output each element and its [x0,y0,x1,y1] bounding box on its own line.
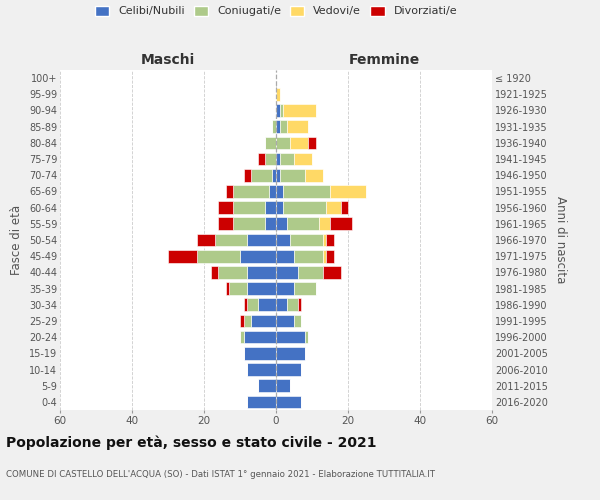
Bar [330,218,352,230]
Bar [233,202,265,214]
Bar [276,169,280,181]
Bar [211,266,218,278]
Bar [276,152,280,166]
Bar [276,120,280,133]
Bar [276,202,283,214]
Bar [283,185,330,198]
Bar [283,202,326,214]
Bar [272,120,276,133]
Bar [218,202,233,214]
Bar [276,88,280,101]
Bar [244,298,247,311]
Bar [290,234,323,246]
Bar [265,218,276,230]
Bar [330,185,366,198]
Bar [276,363,301,376]
Text: COMUNE DI CASTELLO DELL'ACQUA (SO) - Dati ISTAT 1° gennaio 2021 - Elaborazione T: COMUNE DI CASTELLO DELL'ACQUA (SO) - Dat… [6,470,435,479]
Bar [258,298,276,311]
Bar [305,169,323,181]
Bar [276,185,283,198]
Bar [272,169,276,181]
Bar [240,331,244,344]
Bar [280,120,287,133]
Bar [226,282,229,295]
Legend: Celibi/Nubili, Coniugati/e, Vedovi/e, Divorziati/e: Celibi/Nubili, Coniugati/e, Vedovi/e, Di… [95,6,457,16]
Bar [280,104,283,117]
Bar [244,331,276,344]
Bar [247,234,276,246]
Bar [280,169,305,181]
Bar [276,266,298,278]
Bar [276,218,287,230]
Bar [229,282,247,295]
Bar [244,314,251,328]
Bar [233,185,269,198]
Bar [341,202,348,214]
Bar [308,136,316,149]
Bar [290,136,308,149]
Bar [298,298,301,311]
Bar [251,169,272,181]
Bar [323,250,326,262]
Text: Popolazione per età, sesso e stato civile - 2021: Popolazione per età, sesso e stato civil… [6,435,377,450]
Bar [276,298,287,311]
Bar [276,314,294,328]
Bar [240,250,276,262]
Bar [276,347,305,360]
Bar [323,266,341,278]
Bar [233,218,265,230]
Bar [323,234,326,246]
Bar [251,314,276,328]
Bar [247,266,276,278]
Y-axis label: Fasce di età: Fasce di età [10,205,23,275]
Bar [258,152,265,166]
Bar [276,282,294,295]
Bar [276,136,290,149]
Bar [258,380,276,392]
Bar [218,218,233,230]
Y-axis label: Anni di nascita: Anni di nascita [554,196,567,284]
Bar [276,396,301,408]
Bar [276,380,290,392]
Bar [287,298,298,311]
Bar [215,234,247,246]
Bar [244,169,251,181]
Bar [319,218,330,230]
Bar [298,266,323,278]
Bar [168,250,197,262]
Bar [326,234,334,246]
Bar [197,234,215,246]
Text: Maschi: Maschi [141,54,195,68]
Text: Femmine: Femmine [349,54,419,68]
Bar [276,104,280,117]
Bar [247,363,276,376]
Bar [197,250,240,262]
Bar [326,250,334,262]
Bar [247,298,258,311]
Bar [276,331,305,344]
Bar [280,152,294,166]
Bar [305,331,308,344]
Bar [265,136,276,149]
Bar [294,250,323,262]
Bar [240,314,244,328]
Bar [287,218,319,230]
Bar [247,396,276,408]
Bar [269,185,276,198]
Bar [244,347,276,360]
Bar [294,282,316,295]
Bar [276,234,290,246]
Bar [226,185,233,198]
Bar [287,120,308,133]
Bar [294,152,312,166]
Bar [283,104,316,117]
Bar [326,202,341,214]
Bar [218,266,247,278]
Bar [294,314,301,328]
Bar [276,250,294,262]
Bar [265,202,276,214]
Bar [247,282,276,295]
Bar [265,152,276,166]
